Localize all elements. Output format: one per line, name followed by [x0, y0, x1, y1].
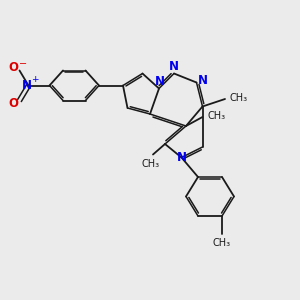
Text: N: N [22, 79, 32, 92]
Text: CH₃: CH₃ [213, 238, 231, 248]
Text: O: O [8, 61, 18, 74]
Text: N: N [154, 75, 165, 88]
Text: +: + [31, 75, 38, 84]
Text: CH₃: CH₃ [230, 93, 247, 103]
Text: O: O [8, 97, 18, 110]
Text: N: N [198, 74, 208, 88]
Text: CH₃: CH₃ [142, 159, 160, 169]
Text: CH₃: CH₃ [207, 111, 225, 121]
Text: N: N [176, 151, 187, 164]
Text: N: N [169, 60, 179, 74]
Text: −: − [19, 59, 27, 69]
